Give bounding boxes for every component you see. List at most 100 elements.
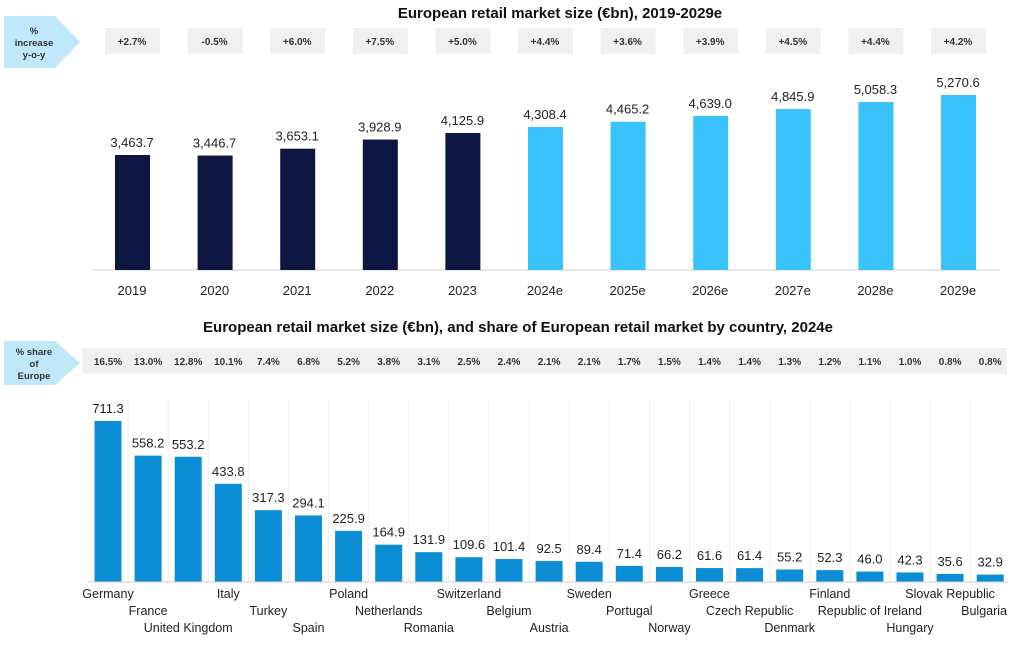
value-label: 3,446.7 bbox=[193, 136, 236, 151]
value-label: 32.9 bbox=[978, 555, 1003, 570]
value-label: 4,465.2 bbox=[606, 102, 649, 117]
x-tick-label: Czech Republic bbox=[706, 604, 794, 618]
bar-2026e bbox=[693, 115, 729, 271]
share-label: 7.4% bbox=[257, 357, 280, 368]
value-label: 131.9 bbox=[413, 532, 446, 547]
chart-title-country: European retail market size (€bn), and s… bbox=[203, 319, 833, 336]
share-label: 0.8% bbox=[939, 357, 962, 368]
bar-2019 bbox=[115, 154, 150, 270]
bar-slovak-republic bbox=[936, 573, 964, 582]
x-tick-label: 2022 bbox=[365, 283, 394, 298]
bar-czech-republic bbox=[736, 568, 764, 582]
value-label: 42.3 bbox=[897, 552, 922, 567]
value-label: 3,653.1 bbox=[276, 129, 319, 144]
value-label: 164.9 bbox=[372, 525, 405, 540]
value-label: 4,308.4 bbox=[523, 107, 566, 122]
bar-bulgaria bbox=[976, 574, 1004, 582]
value-label: 71.4 bbox=[617, 546, 642, 561]
share-label: 2.4% bbox=[498, 357, 521, 368]
bar-republic-of-ireland bbox=[856, 571, 884, 582]
value-label: 52.3 bbox=[817, 550, 842, 565]
bar-romania bbox=[415, 552, 443, 582]
share-label: 1.3% bbox=[778, 357, 801, 368]
value-label: 89.4 bbox=[577, 542, 602, 557]
value-label: 225.9 bbox=[332, 511, 365, 526]
value-label: 317.3 bbox=[252, 490, 285, 505]
yoy-label: +3.6% bbox=[613, 37, 642, 48]
yoy-label: +4.5% bbox=[778, 37, 807, 48]
value-label: 3,463.7 bbox=[110, 135, 153, 150]
value-label: 294.1 bbox=[292, 495, 325, 510]
bar-portugal bbox=[615, 565, 643, 582]
bar-2027e bbox=[775, 109, 811, 270]
value-label: 553.2 bbox=[172, 437, 205, 452]
bar-greece bbox=[696, 568, 723, 582]
share-label: 0.8% bbox=[979, 357, 1002, 368]
value-label: 711.3 bbox=[92, 401, 124, 416]
yoy-label: +7.5% bbox=[365, 37, 394, 48]
share-label: 3.8% bbox=[377, 357, 400, 368]
x-tick-label: Romania bbox=[404, 621, 454, 635]
yoy-label: +3.9% bbox=[696, 37, 725, 48]
bar-poland bbox=[335, 530, 363, 582]
value-label: 61.4 bbox=[737, 548, 762, 563]
bar-sweden bbox=[575, 561, 603, 582]
yoy-label: +4.2% bbox=[944, 37, 973, 48]
x-tick-label: Bulgaria bbox=[961, 604, 1007, 618]
share-label: 2.5% bbox=[458, 357, 481, 368]
yoy-box bbox=[931, 28, 986, 54]
bar-germany bbox=[94, 421, 122, 582]
share-label: 3.1% bbox=[417, 357, 440, 368]
yoy-box bbox=[435, 28, 491, 54]
x-tick-label: Switzerland bbox=[437, 587, 502, 601]
bar-austria bbox=[535, 561, 563, 582]
bar-2024e bbox=[528, 126, 563, 271]
x-tick-label: Portugal bbox=[606, 604, 653, 618]
yoy-label: +4.4% bbox=[861, 37, 890, 48]
yoy-label: +4.4% bbox=[531, 37, 560, 48]
share-label: 2.1% bbox=[538, 357, 561, 368]
x-tick-label: Republic of Ireland bbox=[818, 604, 922, 618]
share-label: 1.5% bbox=[658, 357, 681, 368]
value-label: 4,639.0 bbox=[689, 96, 732, 111]
share-label: 1.4% bbox=[698, 357, 721, 368]
share-label: 1.0% bbox=[899, 357, 922, 368]
value-label: 92.5 bbox=[536, 541, 561, 556]
value-label: 46.0 bbox=[857, 552, 882, 567]
x-tick-label: Germany bbox=[82, 587, 134, 601]
x-tick-label: Spain bbox=[293, 621, 325, 635]
bar-spain bbox=[295, 515, 322, 582]
x-tick-label: 2020 bbox=[200, 283, 229, 298]
bar-norway bbox=[655, 567, 683, 582]
x-tick-label: United Kingdom bbox=[144, 621, 233, 635]
share-label: 12.8% bbox=[174, 357, 202, 368]
yoy-box bbox=[518, 28, 573, 54]
yoy-box bbox=[187, 28, 243, 54]
yoy-side-label-arrow bbox=[4, 16, 80, 68]
x-tick-label: Denmark bbox=[764, 621, 815, 635]
x-tick-label: 2026e bbox=[692, 283, 728, 298]
yoy-label: -0.5% bbox=[202, 37, 228, 48]
yoy-label: +5.0% bbox=[448, 37, 477, 48]
bar-2025e bbox=[610, 121, 646, 271]
value-label: 55.2 bbox=[777, 550, 802, 565]
bar-united-kingdom bbox=[174, 456, 202, 582]
x-tick-label: Greece bbox=[689, 587, 730, 601]
bar-finland bbox=[816, 570, 844, 582]
yoy-box bbox=[765, 28, 821, 54]
chart-title-annual: European retail market size (€bn), 2019-… bbox=[398, 5, 722, 22]
x-tick-label: Austria bbox=[530, 621, 569, 635]
share-side-label: % share of Europe bbox=[16, 347, 52, 382]
yoy-label: +2.7% bbox=[118, 37, 147, 48]
bar-2029e bbox=[941, 95, 976, 270]
bar-france bbox=[134, 455, 162, 582]
share-label: 1.1% bbox=[859, 357, 882, 368]
bar-2021 bbox=[280, 148, 316, 270]
value-label: 4,845.9 bbox=[771, 89, 814, 104]
x-tick-label: Finland bbox=[809, 587, 850, 601]
bar-netherlands bbox=[375, 544, 403, 582]
x-tick-label: 2021 bbox=[283, 283, 312, 298]
x-tick-label: 2019 bbox=[118, 283, 147, 298]
x-tick-label: Turkey bbox=[250, 604, 288, 618]
